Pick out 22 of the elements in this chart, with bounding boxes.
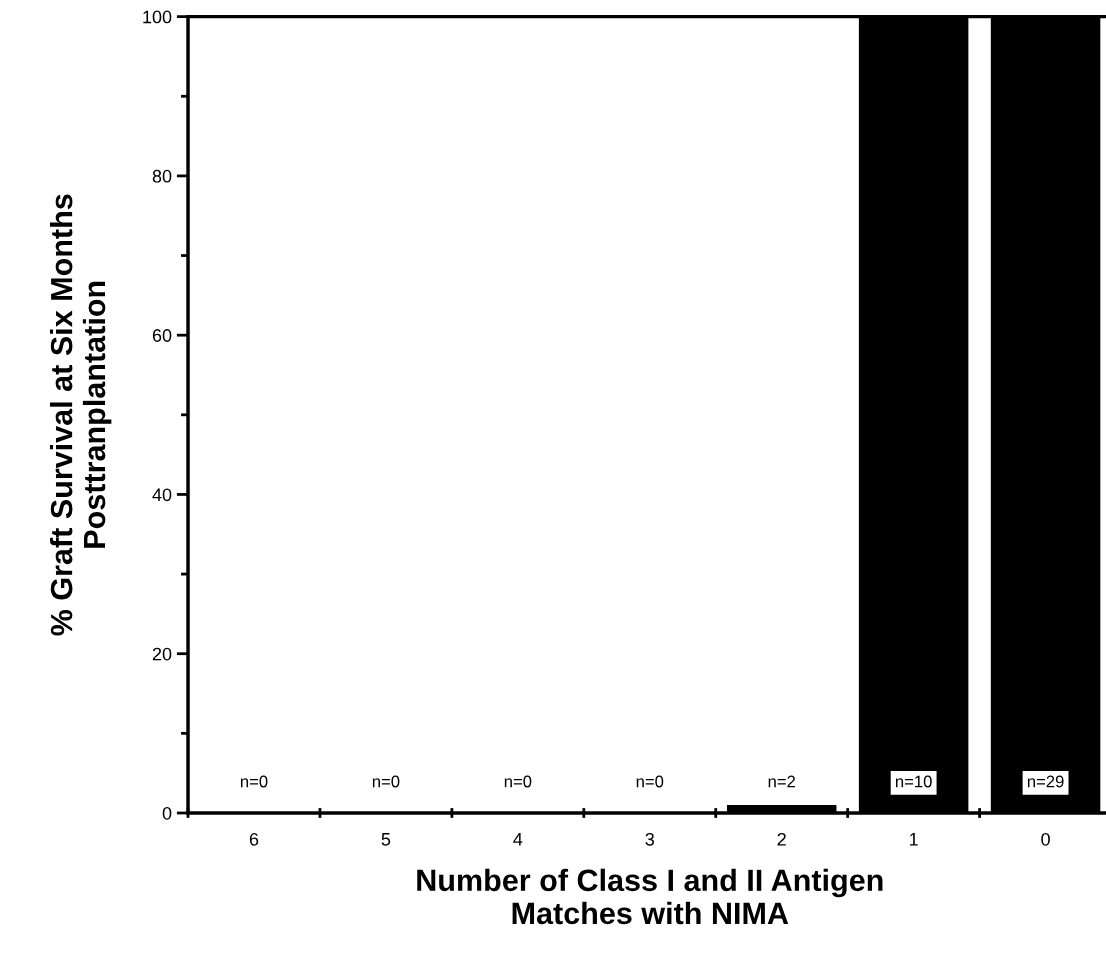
x-tick-label: 5 — [381, 833, 391, 846]
annotation: n=0 — [240, 775, 268, 788]
annotation: n=2 — [768, 775, 795, 788]
annotation: n=0 — [504, 775, 532, 788]
x-tick-label: 0 — [1041, 832, 1050, 846]
y-tick-label: 100 — [143, 10, 172, 24]
x-axis-title: Number of Class I and II Antigen Matches with NIMA — [417, 868, 883, 925]
y-tick-label: 80 — [152, 169, 172, 183]
annotation: n=10 — [895, 775, 932, 788]
x-tick-label: 6 — [249, 832, 259, 846]
y-tick-label: 0 — [162, 806, 172, 820]
annotation: n=0 — [372, 775, 400, 788]
y-tick-label: 40 — [152, 488, 172, 502]
y-axis-title: % Graft Survival at Six Months Posttranplantation — [49, 194, 112, 636]
x-tick-label: 4 — [513, 833, 523, 846]
annotation: n=0 — [636, 775, 664, 788]
y-tick-label: 60 — [152, 329, 172, 342]
annotation: n=29 — [1027, 775, 1064, 788]
x-tick-label: 1 — [909, 833, 918, 846]
y-tick-label: 20 — [152, 647, 172, 661]
x-tick-label: 2 — [777, 832, 786, 846]
x-tick-label: 3 — [645, 832, 654, 846]
